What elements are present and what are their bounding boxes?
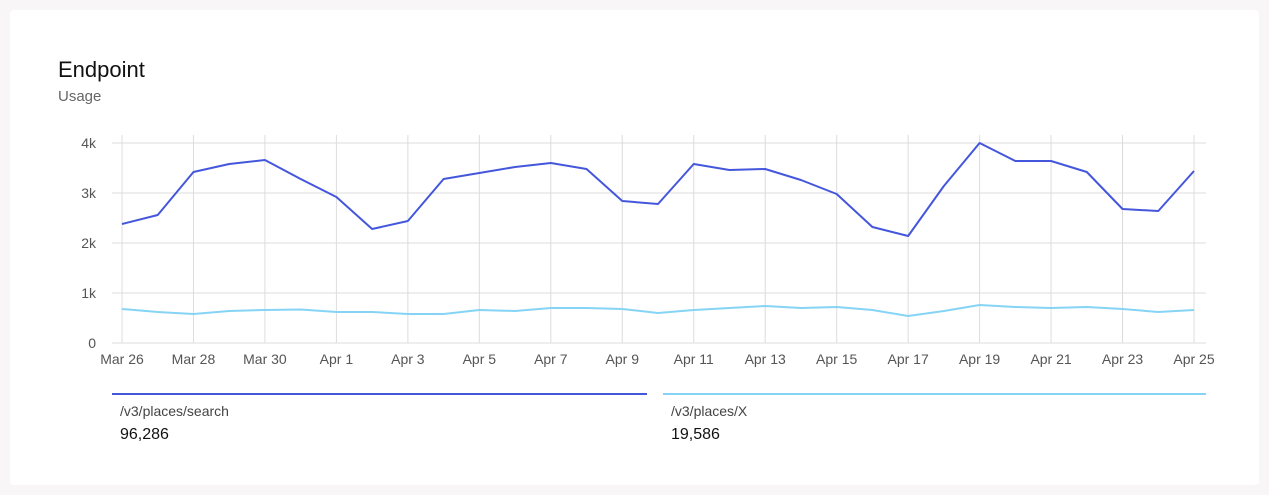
x-tick-label: Apr 13	[745, 351, 786, 367]
legend-swatch-search	[112, 393, 647, 395]
x-tick-label: Mar 26	[100, 351, 144, 367]
legend-total-search: 96,286	[120, 426, 169, 443]
x-tick-label: Mar 30	[243, 351, 287, 367]
x-tick-label: Mar 28	[172, 351, 216, 367]
x-tick-label: Apr 17	[888, 351, 929, 367]
x-tick-label: Apr 11	[674, 351, 714, 367]
x-tick-label: Apr 23	[1102, 351, 1143, 367]
y-tick-label: 2k	[81, 235, 97, 251]
series-line	[121, 142, 1195, 237]
x-tick-label: Apr 9	[606, 351, 640, 367]
legend-total-x: 19,586	[671, 426, 720, 443]
y-tick-label: 3k	[81, 185, 97, 201]
legend-label-x[interactable]: /v3/places/X	[671, 403, 748, 419]
x-tick-label: Apr 19	[959, 351, 1000, 367]
legend-label-search[interactable]: /v3/places/search	[120, 403, 229, 419]
y-tick-label: 4k	[81, 135, 97, 151]
x-tick-label: Apr 21	[1030, 351, 1071, 367]
card-subtitle: Usage	[58, 88, 102, 105]
series-line	[121, 304, 1195, 317]
legend-swatch-x	[663, 393, 1206, 395]
y-tick-label: 1k	[81, 285, 97, 301]
y-tick-label: 0	[88, 335, 96, 351]
x-tick-label: Apr 3	[391, 351, 425, 367]
x-tick-label: Apr 5	[463, 351, 497, 367]
x-tick-label: Apr 7	[534, 351, 568, 367]
x-tick-label: Apr 1	[320, 351, 354, 367]
usage-line-chart: 0 1k 2k 3k 4k Mar 26 Mar 28 Mar 30 Apr 1 Apr 3 Apr…	[81, 135, 1215, 367]
card-title: Endpoint	[58, 57, 145, 82]
x-tick-label: Apr 25	[1173, 351, 1214, 367]
x-tick-label: Apr 15	[816, 351, 857, 367]
